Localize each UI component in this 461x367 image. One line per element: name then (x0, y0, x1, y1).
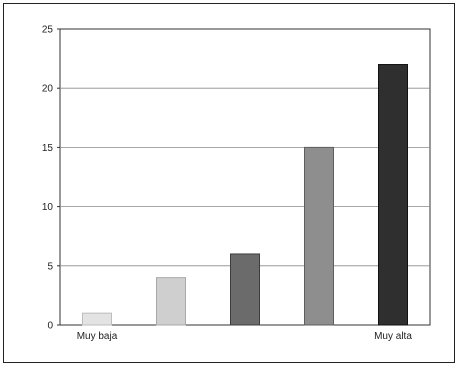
bar-0 (82, 312, 112, 326)
y-tick-label-1: 5 (47, 261, 53, 272)
y-axis-ticks: 0 5 10 15 20 25 (42, 25, 60, 332)
y-tick-label-4: 20 (42, 84, 54, 95)
bar-1 (156, 277, 186, 326)
bar-2 (230, 253, 260, 326)
y-tick-label-2: 10 (42, 202, 54, 213)
x-tick-label-4: Muy alta (374, 331, 412, 342)
x-tick-label-0: Muy baja (77, 331, 118, 342)
y-tick-label-3: 15 (42, 143, 54, 154)
y-tick-label-0: 0 (47, 321, 53, 332)
bar-3 (304, 146, 334, 326)
x-axis-ticks: Muy baja Muy alta (77, 331, 413, 342)
y-tick-label-5: 25 (42, 25, 54, 36)
bars (82, 64, 408, 326)
bar-4 (378, 64, 408, 326)
